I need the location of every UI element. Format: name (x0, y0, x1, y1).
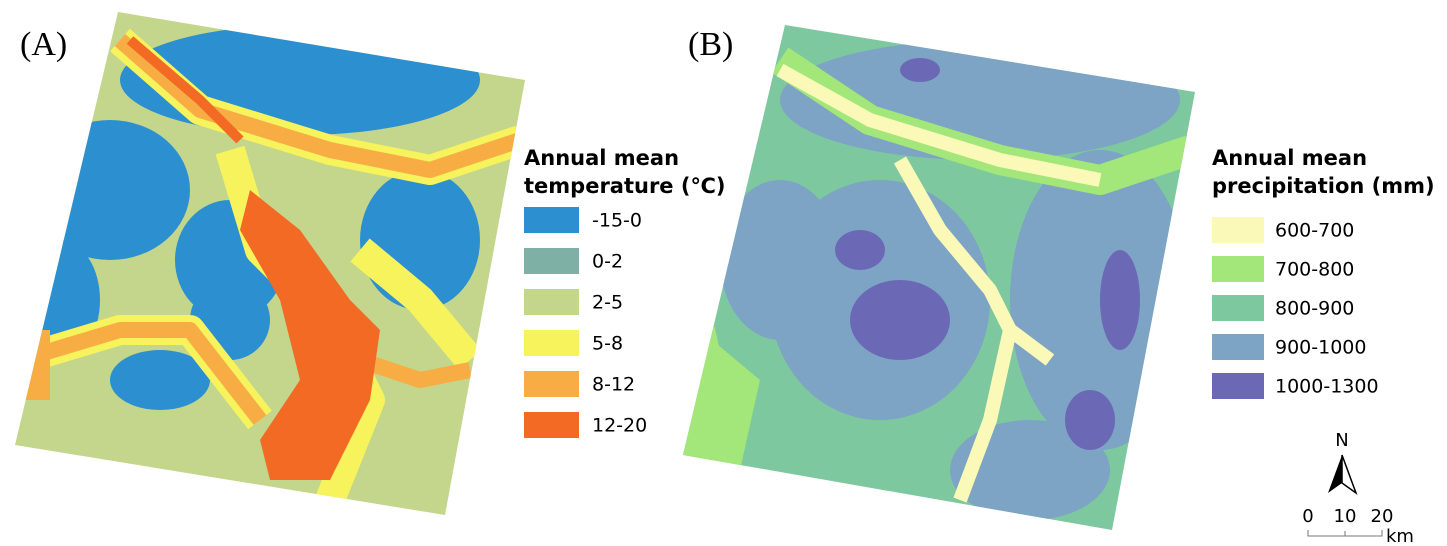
legend-label: 2-5 (592, 292, 623, 314)
legend-swatch (1212, 334, 1264, 360)
legend-label: -15-0 (592, 210, 642, 232)
legend-label: 600-700 (1275, 220, 1354, 242)
legend-label: 8-12 (592, 374, 635, 396)
legend-label: 700-800 (1275, 259, 1354, 281)
legend-title: Annual mean (1212, 146, 1367, 170)
legend-swatch (524, 248, 579, 274)
legend-label: 0-2 (592, 251, 623, 273)
legend-swatch (1212, 295, 1264, 321)
legend-label: 800-900 (1275, 298, 1354, 320)
scale-label: 10 (1334, 506, 1357, 527)
legend-swatch (524, 207, 579, 233)
legend-swatch (524, 289, 579, 315)
north-arrow: N (1328, 430, 1356, 493)
legend-swatch (1212, 217, 1264, 243)
scale-bar: 0 10 20 km (1302, 506, 1414, 546)
legend-title: temperature (℃) (524, 174, 726, 198)
figure: (A) (B) (0, 0, 1447, 546)
legend-title: precipitation (mm) (1212, 174, 1435, 198)
panel-label: (A) (20, 26, 67, 63)
legend-swatch (524, 412, 579, 438)
legend-title: Annual mean (524, 146, 679, 170)
north-label: N (1335, 430, 1348, 451)
scale-label: 0 (1302, 506, 1313, 527)
legend-swatch (524, 330, 579, 356)
legend-swatch (524, 371, 579, 397)
legend-label: 5-8 (592, 333, 623, 355)
panel-label: (B) (688, 26, 733, 63)
legend-label: 12-20 (592, 415, 647, 437)
scale-label: 20 (1371, 506, 1394, 527)
legend-swatch (1212, 256, 1264, 282)
scale-unit: km (1386, 526, 1414, 546)
temperature-map (0, 0, 540, 540)
precipitation-map (670, 0, 1210, 546)
legend-swatch (1212, 373, 1264, 399)
legend-label: 900-1000 (1275, 337, 1366, 359)
legend-label: 1000-1300 (1275, 376, 1379, 398)
